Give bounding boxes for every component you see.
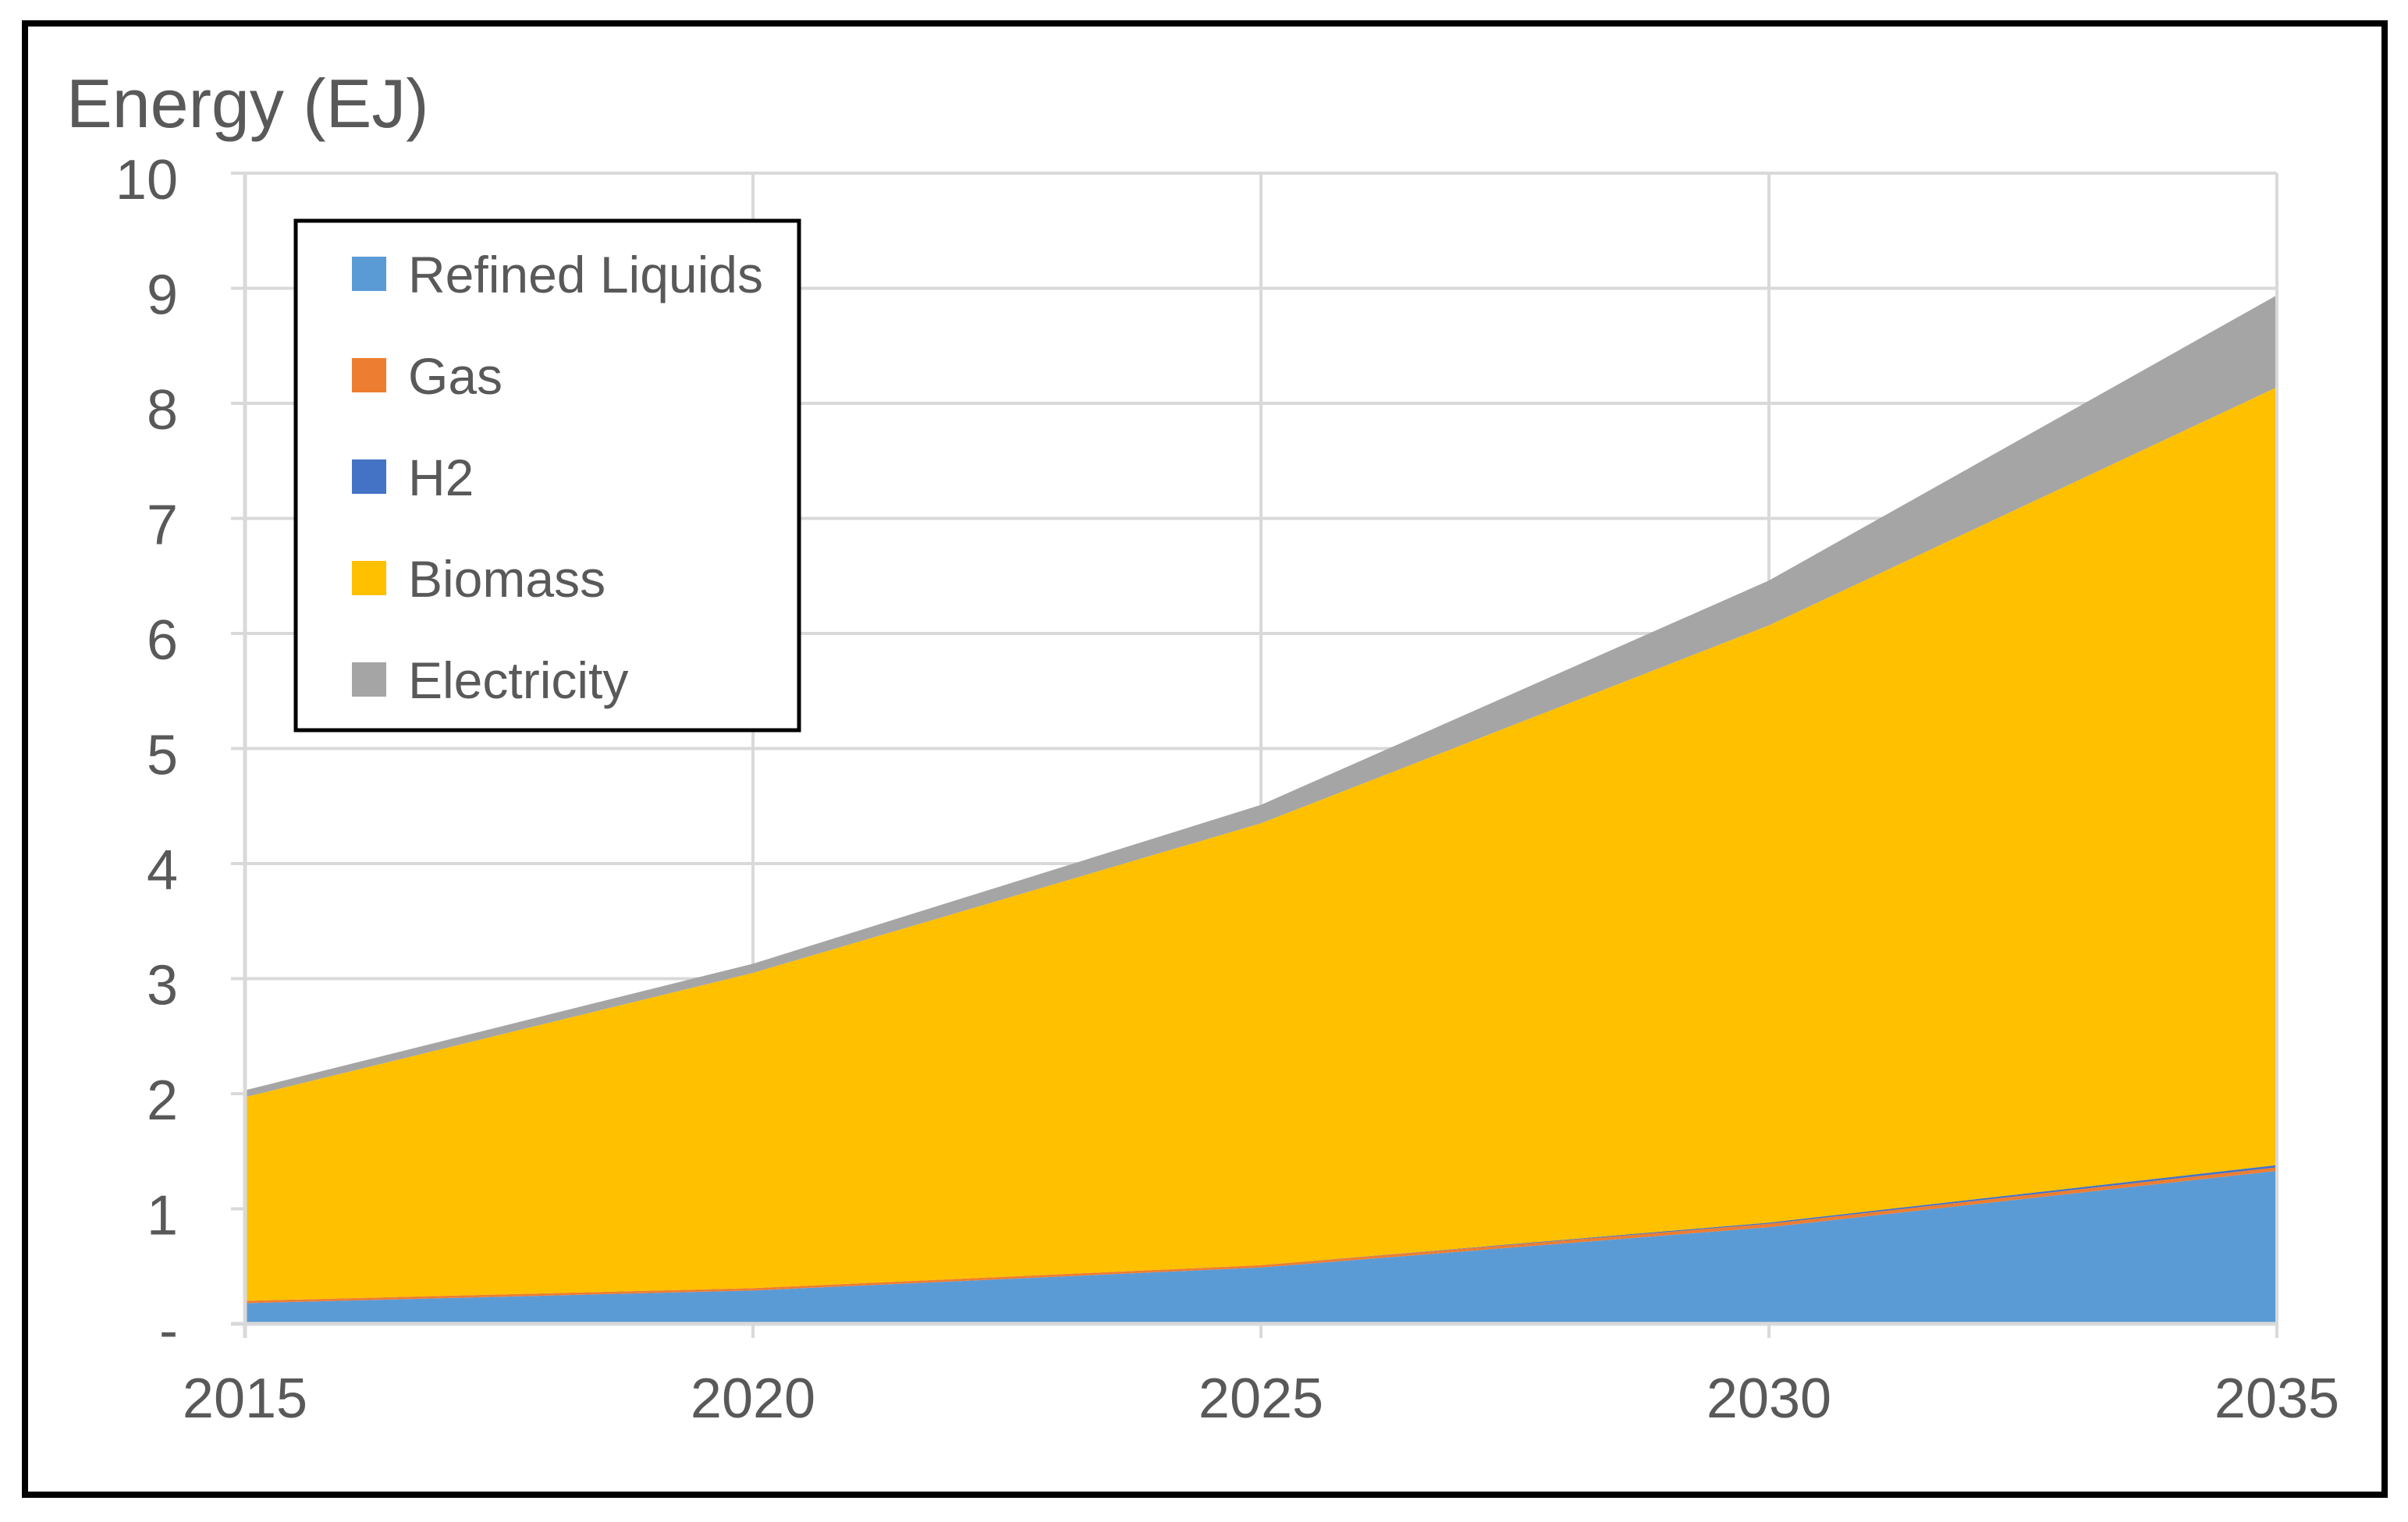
plot-areas	[245, 295, 2277, 1324]
chart-border	[22, 20, 2388, 1498]
x-axis-label: 2015	[183, 1368, 307, 1430]
y-axis-label: 5	[147, 725, 178, 787]
legend-label: Gas	[408, 347, 503, 405]
legend-swatch-refined-liquids	[352, 257, 386, 291]
y-axis-label: 2	[147, 1070, 178, 1132]
x-axis-labels: 2015 2020 2025 2030 2035	[183, 1368, 2339, 1430]
y-axis-label: 10	[115, 149, 178, 211]
area-biomass	[245, 387, 2277, 1301]
y-axis-labels: - 1 2 3 4 5 6 7 8 9 10	[115, 149, 178, 1362]
x-axis-label: 2025	[1199, 1368, 1323, 1430]
legend-swatch-h2	[352, 459, 386, 494]
x-axis-label: 2020	[691, 1368, 815, 1430]
y-axis-label: 6	[147, 609, 178, 672]
area-refined-liquids	[245, 1170, 2277, 1324]
legend-item: Biomass	[352, 550, 606, 608]
axis-lines	[231, 173, 2278, 1338]
legend-items: Refined Liquids Gas H2 Biomass Electricity	[352, 246, 763, 709]
y-axis-label: 3	[147, 955, 178, 1017]
y-axis-label: 1	[147, 1185, 178, 1247]
y-axis-label: 4	[147, 839, 178, 902]
x-axis-label: 2035	[2214, 1368, 2339, 1430]
legend-item: Refined Liquids	[352, 246, 763, 303]
legend-label: H2	[408, 449, 474, 506]
legend-item: H2	[352, 449, 474, 506]
x-axis-label: 2030	[1707, 1368, 1831, 1430]
legend-label: Biomass	[408, 550, 606, 608]
legend-label: Electricity	[408, 651, 628, 709]
y-axis-label: 9	[147, 264, 178, 327]
legend-item: Electricity	[352, 651, 628, 709]
y-axis-label: 8	[147, 379, 178, 442]
y-axis-label: -	[159, 1300, 178, 1362]
legend-swatch-gas	[352, 358, 386, 392]
legend-swatch-biomass	[352, 561, 386, 595]
legend: Refined Liquids Gas H2 Biomass Electricity	[293, 218, 801, 733]
chart-title: Energy (EJ)	[66, 65, 429, 142]
y-axis-label: 7	[147, 495, 178, 557]
legend-item: Gas	[352, 347, 503, 405]
legend-label: Refined Liquids	[408, 246, 763, 303]
legend-swatch-electricity	[352, 662, 386, 697]
